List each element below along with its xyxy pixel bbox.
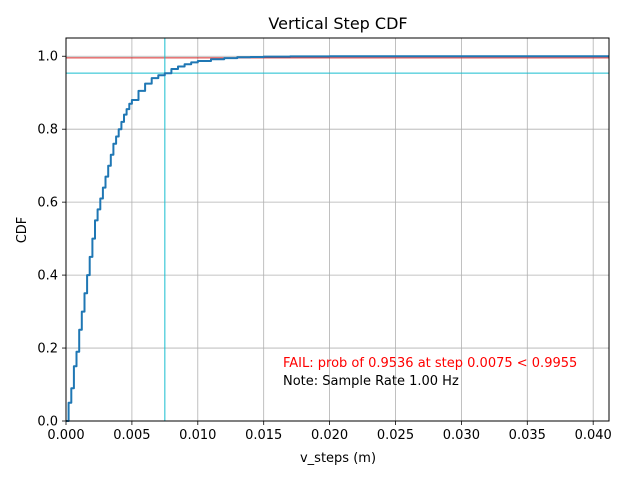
plot-frame bbox=[65, 37, 610, 422]
chart-title: Vertical Step CDF bbox=[268, 14, 407, 33]
y-tick-label: 0.2 bbox=[37, 342, 58, 357]
y-tick-label: 0.8 bbox=[37, 123, 58, 138]
y-axis-label: CDF bbox=[15, 217, 30, 244]
x-tick-label: 0.015 bbox=[245, 428, 282, 443]
series-group bbox=[66, 55, 609, 422]
y-tick-label: 1.0 bbox=[37, 50, 58, 65]
x-tick-label: 0.005 bbox=[113, 428, 150, 443]
fail-annotation: FAIL: prob of 0.9536 at step 0.0075 < 0.… bbox=[283, 356, 577, 371]
sample-rate-note: Note: Sample Rate 1.00 Hz bbox=[283, 374, 459, 389]
y-tick-label: 0.0 bbox=[37, 415, 58, 430]
x-tick-label: 0.030 bbox=[443, 428, 480, 443]
grid bbox=[65, 38, 609, 422]
x-tick-label: 0.010 bbox=[179, 428, 216, 443]
x-tick-label: 0.000 bbox=[47, 428, 84, 443]
y-tick-label: 0.6 bbox=[37, 196, 58, 211]
x-tick-label: 0.040 bbox=[575, 428, 612, 443]
x-tick-label: 0.020 bbox=[311, 428, 348, 443]
y-axis-ticks: 0.0 0.2 0.4 0.6 0.8 1.0 bbox=[37, 50, 66, 430]
y-tick-label: 0.4 bbox=[37, 269, 58, 284]
x-axis-ticks: 0.000 0.005 0.010 0.015 0.020 0.025 0.030 0.035… bbox=[47, 421, 612, 443]
x-tick-label: 0.025 bbox=[377, 428, 414, 443]
reference-lines bbox=[66, 38, 609, 421]
cdf-series-line bbox=[66, 55, 609, 422]
x-tick-label: 0.035 bbox=[509, 428, 546, 443]
x-axis-label: v_steps (m) bbox=[300, 451, 376, 466]
